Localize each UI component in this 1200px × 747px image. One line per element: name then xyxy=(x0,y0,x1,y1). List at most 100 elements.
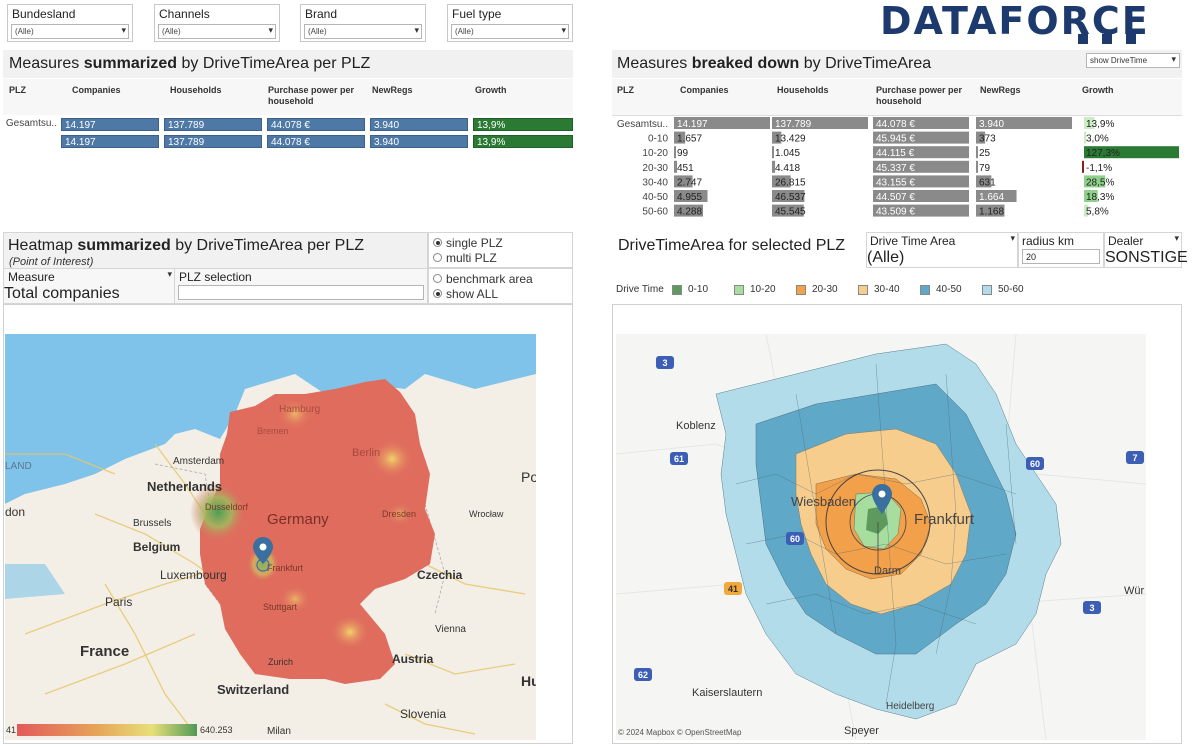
value-newregs: 3.940 xyxy=(979,119,1004,130)
bar-growth[interactable] xyxy=(1082,160,1084,173)
radius-input[interactable]: 20 xyxy=(1022,249,1100,264)
bar-companies[interactable] xyxy=(674,160,678,173)
summary-header-row xyxy=(3,79,573,115)
bar-purchase[interactable] xyxy=(873,175,969,188)
cell-growth[interactable]: 13,9% xyxy=(473,118,573,131)
bar-companies[interactable] xyxy=(674,190,708,202)
value-purchase: 44.507 € xyxy=(876,192,915,203)
cell-companies[interactable]: 14.197 xyxy=(61,118,159,131)
legend-item-10-20[interactable]: 10-20 xyxy=(734,284,776,295)
bar-purchase[interactable] xyxy=(873,190,969,202)
value-growth: -1,1% xyxy=(1086,163,1112,174)
cell-newregs[interactable]: 3.940 xyxy=(370,118,468,131)
map-pin-icon[interactable] xyxy=(872,484,892,514)
legend-label: 40-50 xyxy=(936,284,962,295)
bar-companies[interactable] xyxy=(674,146,676,159)
bar-growth[interactable] xyxy=(1084,146,1179,159)
dealer-label: Dealer xyxy=(1108,234,1144,248)
label-koblenz: Koblenz xyxy=(676,420,716,432)
bar-growth[interactable] xyxy=(1084,117,1095,129)
cell-companies[interactable]: 14.197 xyxy=(61,135,159,148)
col-growth: Growth xyxy=(1082,85,1114,95)
legend-item-0-10[interactable]: 0-10 xyxy=(672,284,708,295)
bar-companies[interactable] xyxy=(674,175,693,188)
bar-newregs[interactable] xyxy=(976,190,1017,202)
bar-households[interactable] xyxy=(772,131,782,144)
value-purchase: 44.078 € xyxy=(876,119,915,130)
bar-households[interactable] xyxy=(772,175,791,188)
bundesland-dropdown[interactable]: (Alle) xyxy=(11,24,129,39)
cell-purchase[interactable]: 44.078 € xyxy=(267,135,365,148)
filter-fuel-type: Fuel type (Alle) xyxy=(447,4,573,42)
bar-newregs[interactable] xyxy=(976,131,986,144)
bar-households[interactable] xyxy=(772,146,774,159)
bar-newregs[interactable] xyxy=(976,204,1005,217)
cell-growth[interactable]: 13,9% xyxy=(473,135,573,148)
bar-growth[interactable] xyxy=(1084,175,1106,188)
bar-households[interactable] xyxy=(772,160,776,173)
bar-growth[interactable] xyxy=(1084,190,1098,202)
bar-growth[interactable] xyxy=(1084,131,1087,144)
legend-item-50-60[interactable]: 50-60 xyxy=(982,284,1024,295)
label-hu: Hu xyxy=(521,673,536,689)
cell-households[interactable]: 137.789 xyxy=(164,118,262,131)
bar-newregs[interactable] xyxy=(976,160,978,173)
measure-dropdown[interactable]: Total companies xyxy=(4,285,174,303)
label-amsterdam: Amsterdam xyxy=(173,456,224,467)
bar-growth[interactable] xyxy=(1084,204,1089,217)
bar-households[interactable] xyxy=(772,117,868,129)
legend-item-40-50[interactable]: 40-50 xyxy=(920,284,962,295)
value-newregs: 79 xyxy=(979,163,991,174)
plz-input[interactable] xyxy=(178,285,424,300)
drivetime-dropdown[interactable]: show DriveTime ▾ xyxy=(1086,53,1180,68)
bar-households[interactable] xyxy=(772,204,804,217)
filter-brand: Brand (Alle) xyxy=(300,4,426,42)
cell-purchase[interactable]: 44.078 € xyxy=(267,118,365,131)
road-shield: 62 xyxy=(638,670,648,680)
bar-companies[interactable] xyxy=(674,131,686,144)
filter-label: Bundesland xyxy=(12,7,76,21)
label-poland: Po xyxy=(521,469,536,485)
value-companies: 451 xyxy=(677,163,694,174)
chevron-down-icon: ▾ xyxy=(1171,54,1176,64)
dta-title: DriveTimeArea for selected PLZ xyxy=(618,237,846,254)
area-mode-radios: benchmark area show ALL xyxy=(428,268,573,304)
bar-purchase[interactable] xyxy=(873,131,969,144)
bar-companies[interactable] xyxy=(674,117,770,129)
bar-newregs[interactable] xyxy=(976,146,978,159)
bar-purchase[interactable] xyxy=(873,160,969,173)
bar-purchase[interactable] xyxy=(873,204,969,217)
heatmap-map[interactable]: LAND Netherlands Amsterdam Hamburg Breme… xyxy=(5,334,536,740)
measure-filter: Measure Total companies xyxy=(3,268,175,304)
radio-show-all[interactable]: show ALL xyxy=(433,286,568,301)
legend-item-30-40[interactable]: 30-40 xyxy=(858,284,900,295)
fuel-type-dropdown[interactable]: (Alle) xyxy=(451,24,569,39)
dta-dropdown[interactable]: (Alle) xyxy=(867,249,1017,267)
bar-purchase[interactable] xyxy=(873,146,969,159)
label-stuttgart: Stuttgart xyxy=(263,602,298,612)
bar-purchase[interactable] xyxy=(873,117,969,129)
radio-benchmark-area[interactable]: benchmark area xyxy=(433,271,568,286)
dta-map[interactable]: Koblenz Wiesbaden Frankfurt Darm Kaisers… xyxy=(616,334,1146,740)
col-companies: Companies xyxy=(680,85,729,95)
dealer-dropdown[interactable]: SONSTIGE xyxy=(1105,249,1188,267)
bar-newregs[interactable] xyxy=(976,175,992,188)
bar-newregs[interactable] xyxy=(976,117,1072,129)
legend-swatch xyxy=(858,284,868,295)
bar-companies[interactable] xyxy=(674,204,703,217)
cell-households[interactable]: 137.789 xyxy=(164,135,262,148)
radio-single-plz[interactable]: single PLZ xyxy=(433,235,568,250)
col-purchase-power: Purchase power per household xyxy=(876,85,963,106)
bar-households[interactable] xyxy=(772,190,805,202)
legend-swatch xyxy=(734,284,744,295)
brand-dropdown[interactable]: (Alle) xyxy=(304,24,422,39)
cell-newregs[interactable]: 3.940 xyxy=(370,135,468,148)
channels-dropdown[interactable]: (Alle) xyxy=(158,24,276,39)
map-pin-icon[interactable] xyxy=(253,537,273,572)
heatmap-labels: LAND Netherlands Amsterdam Hamburg Breme… xyxy=(5,404,536,737)
heatmap-title: Heatmap summarized by DriveTimeArea per … xyxy=(8,237,364,254)
radio-multi-plz[interactable]: multi PLZ xyxy=(433,250,568,265)
legend-item-20-30[interactable]: 20-30 xyxy=(796,284,838,295)
road-shields: 3 61 60 7 41 3 62 60 xyxy=(634,356,1144,681)
heatmap-legend: 41 640.253 xyxy=(6,724,233,736)
